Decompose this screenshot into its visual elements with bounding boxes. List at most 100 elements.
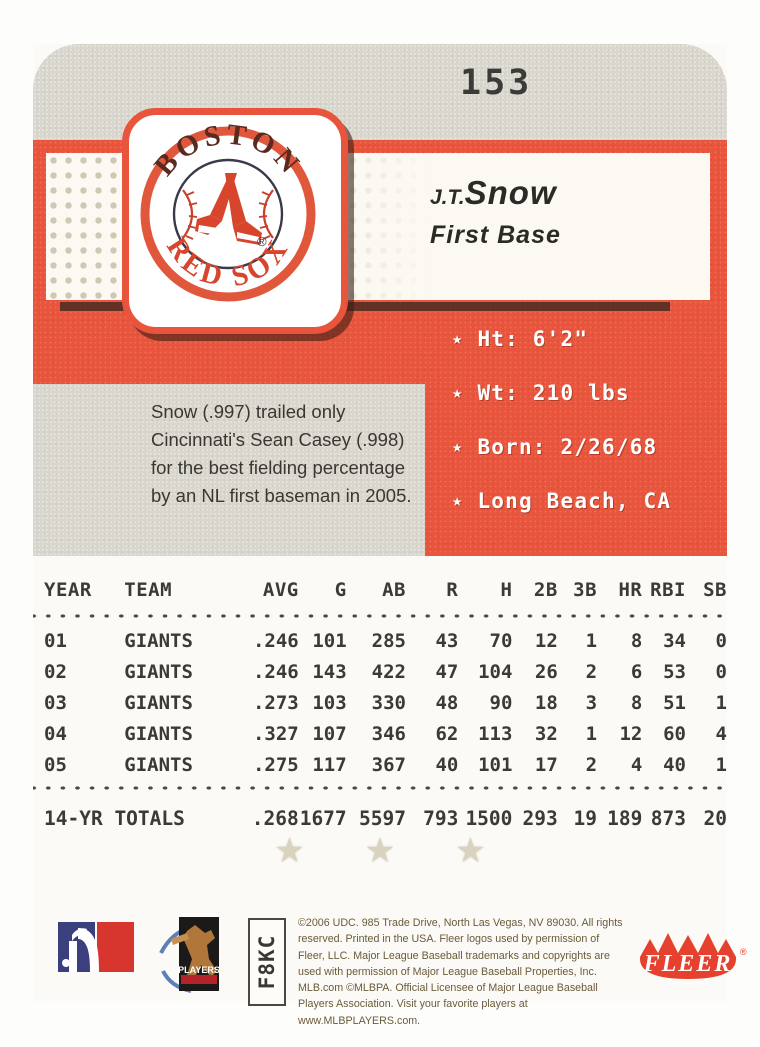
totals-3b: 19: [573, 806, 598, 830]
mlb-logo: [55, 919, 137, 980]
cell-h: 70: [489, 629, 513, 652]
team-logo-tile: BOSTON RED SOX ®: [122, 108, 348, 334]
player-position: First Base: [430, 221, 561, 249]
cell-ab: 367: [371, 753, 406, 776]
card-footer: PLAYERS F8KC ©2006 UDC. 985 Trade Drive,…: [33, 905, 747, 1027]
table-row: 01 GIANTS .246 101 285 43 70 12 1 8 34 0: [33, 625, 727, 656]
cell-g: 117: [312, 753, 347, 776]
cell-year: 02: [44, 660, 67, 683]
cell-team: GIANTS: [124, 722, 193, 745]
cell-rbi: 51: [663, 691, 686, 714]
cell-3b: 2: [585, 753, 598, 776]
cell-3b: 3: [585, 691, 598, 714]
vital-height-text: Ht: 6'2": [477, 327, 589, 351]
star-bullet-icon: ★: [452, 383, 464, 403]
totals-2b: 293: [522, 806, 558, 830]
cell-ab: 346: [371, 722, 406, 745]
cell-g: 101: [312, 629, 347, 652]
player-vitals-list: ★ Ht: 6'2" ★ Wt: 210 lbs ★ Born: 2/26/68…: [452, 312, 727, 528]
totals-h: 1500: [465, 806, 513, 830]
svg-text:®: ®: [740, 947, 747, 957]
stats-header-row: YEAR TEAM AVG G AB R H 2B 3B HR RBI SB: [33, 572, 727, 608]
col-header-hr: HR: [618, 579, 643, 601]
table-row: 02 GIANTS .246 143 422 47 104 26 2 6 53 …: [33, 656, 727, 687]
svg-text:FLEER: FLEER: [643, 951, 733, 977]
totals-label: 14-YR TOTALS: [44, 806, 185, 830]
star-bullet-icon: ★: [452, 491, 464, 511]
col-header-h: H: [500, 579, 513, 601]
col-header-year: YEAR: [44, 579, 92, 601]
cell-h: 90: [489, 691, 513, 714]
vital-weight-text: Wt: 210 lbs: [477, 381, 630, 405]
cell-hr: 12: [619, 722, 643, 745]
cell-r: 40: [435, 753, 459, 776]
stats-dotted-rule-top: [33, 611, 727, 621]
star-bullet-icon: ★: [452, 329, 464, 349]
cell-ab: 422: [371, 660, 406, 683]
cell-2b: 12: [534, 629, 558, 652]
cell-r: 43: [435, 629, 459, 652]
cell-2b: 17: [534, 753, 558, 776]
cell-hr: 8: [630, 691, 643, 714]
cell-2b: 18: [534, 691, 558, 714]
col-header-team: TEAM: [124, 579, 173, 601]
player-name: J.T.Snow: [430, 176, 720, 210]
vital-row-birthplace: ★ Long Beach, CA: [452, 474, 727, 528]
star-bullet-icon: ★: [452, 437, 464, 457]
cell-team: GIANTS: [124, 753, 193, 776]
cell-hr: 8: [630, 629, 643, 652]
cell-g: 103: [312, 691, 347, 714]
player-blurb: Snow (.997) trailed only Cincinnati's Se…: [151, 401, 412, 507]
cell-hr: 6: [630, 660, 643, 683]
cell-rbi: 53: [663, 660, 686, 683]
star-icon: ★: [455, 832, 486, 870]
vital-row-weight: ★ Wt: 210 lbs: [452, 366, 727, 420]
svg-text:®: ®: [257, 234, 267, 249]
table-row: 05 GIANTS .275 117 367 40 101 17 2 4 40 …: [33, 749, 727, 780]
vital-birthplace-text: Long Beach, CA: [477, 489, 672, 513]
cell-3b: 1: [585, 722, 598, 745]
star-icon: ★: [364, 832, 396, 870]
cell-g: 143: [312, 660, 347, 683]
boston-red-sox-logo: BOSTON RED SOX ®: [140, 118, 316, 302]
cell-sb: 0: [715, 629, 727, 652]
cell-year: 03: [44, 691, 67, 714]
col-header-2b: 2B: [533, 579, 558, 601]
cell-2b: 26: [534, 660, 558, 683]
fleer-logo: FLEER ®: [636, 929, 748, 996]
cell-rbi: 40: [663, 753, 686, 776]
cell-hr: 4: [630, 753, 643, 776]
player-initials: J.T.: [430, 186, 465, 209]
col-header-avg: AVG: [262, 579, 299, 601]
stats-dotted-rule-bottom: [33, 783, 727, 793]
cell-ab: 285: [371, 629, 406, 652]
cell-year: 01: [44, 629, 67, 652]
totals-avg: .268: [251, 806, 299, 830]
cell-r: 48: [435, 691, 459, 714]
cell-h: 113: [478, 722, 513, 745]
cell-avg: .273: [252, 691, 299, 714]
totals-sb: 20: [703, 806, 727, 830]
vital-born-text: Born: 2/26/68: [477, 435, 658, 459]
cell-year: 04: [44, 722, 67, 745]
col-header-sb: SB: [703, 579, 727, 601]
cell-g: 107: [312, 722, 347, 745]
col-header-rbi: RBI: [650, 579, 686, 601]
cell-team: GIANTS: [124, 691, 193, 714]
copyright-text: ©2006 UDC. 985 Trade Drive, North Las Ve…: [298, 917, 623, 1027]
table-row: 04 GIANTS .327 107 346 62 113 32 1 12 60…: [33, 718, 727, 749]
panel-drop-shadow: [60, 302, 670, 311]
player-last-name: Snow: [464, 174, 557, 211]
blurb-panel: Snow (.997) trailed only Cincinnati's Se…: [33, 384, 425, 556]
vital-row-born: ★ Born: 2/26/68: [452, 420, 727, 474]
cell-2b: 32: [534, 722, 558, 745]
cell-sb: 0: [715, 660, 727, 683]
star-divider: ★ ★ ★: [33, 830, 727, 872]
card-masthead: [33, 44, 727, 147]
cell-year: 05: [44, 753, 67, 776]
cell-avg: .246: [252, 629, 299, 652]
table-row: 03 GIANTS .273 103 330 48 90 18 3 8 51 1: [33, 687, 727, 718]
cell-3b: 1: [585, 629, 598, 652]
col-header-3b: 3B: [573, 579, 598, 601]
